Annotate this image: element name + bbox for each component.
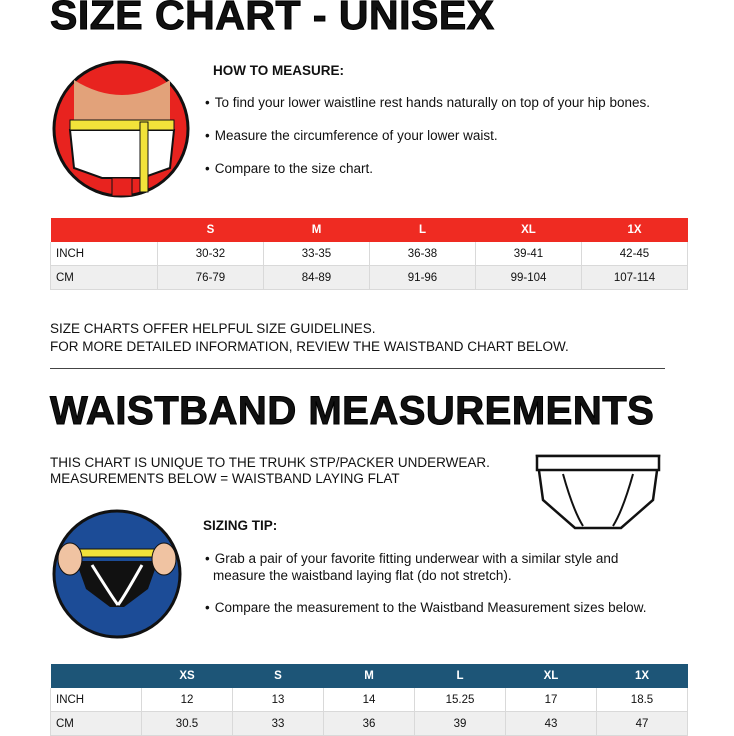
bullet: Measure the circumference of your lower …	[205, 128, 498, 143]
header-cell: XL	[505, 663, 597, 688]
header-cell	[50, 217, 158, 242]
section-title: WAISTBAND MEASUREMENTS	[49, 389, 655, 434]
row-label: INCH	[50, 241, 158, 266]
table-cell: 39	[414, 711, 506, 736]
bullet: Compare the measurement to the Waistband…	[205, 600, 647, 615]
table-row: INCH 30-32 33-35 36-38 39-41 42-45	[50, 241, 688, 266]
header-cell	[50, 663, 142, 688]
row-label: INCH	[50, 687, 142, 712]
section-heading: HOW TO MEASURE:	[213, 63, 344, 78]
table-row: INCH 12 13 14 15.25 17 18.5	[50, 687, 688, 712]
table-cell: 17	[505, 687, 597, 712]
note-line: FOR MORE DETAILED INFORMATION, REVIEW TH…	[50, 339, 569, 354]
header-cell: L	[414, 663, 506, 688]
header-cell: 1X	[581, 217, 688, 242]
table-cell: 36	[323, 711, 415, 736]
table-cell: 12	[141, 687, 233, 712]
table-cell: 47	[596, 711, 688, 736]
brief-illustration	[535, 454, 661, 530]
tip-illustration	[52, 509, 182, 639]
measure-illustration	[52, 60, 190, 198]
table-cell: 91-96	[369, 265, 476, 290]
table-cell: 76-79	[157, 265, 264, 290]
bullet: Compare to the size chart.	[205, 161, 373, 176]
table-cell: 33-35	[263, 241, 370, 266]
table-row: CM 30.5 33 36 39 43 47	[50, 711, 688, 736]
note-line: SIZE CHARTS OFFER HELPFUL SIZE GUIDELINE…	[50, 321, 376, 336]
table-cell: 84-89	[263, 265, 370, 290]
header-cell: M	[323, 663, 415, 688]
table-cell: 18.5	[596, 687, 688, 712]
intro-line: THIS CHART IS UNIQUE TO THE TRUHK STP/PA…	[50, 455, 490, 470]
table-cell: 13	[232, 687, 324, 712]
header-row: S M L XL 1X	[50, 217, 688, 242]
table-cell: 36-38	[369, 241, 476, 266]
header-cell: 1X	[596, 663, 688, 688]
table-cell: 39-41	[475, 241, 582, 266]
header-cell: XL	[475, 217, 582, 242]
table-cell: 42-45	[581, 241, 688, 266]
intro-line: MEASUREMENTS BELOW = WAISTBAND LAYING FL…	[50, 471, 400, 486]
size-table: S M L XL 1X INCH 30-32 33-35 36-38 39-41 42-45 CM 76…	[50, 217, 688, 290]
section-heading: SIZING TIP:	[203, 518, 278, 533]
divider	[50, 368, 665, 369]
waistband-table: XS S M L XL 1X INCH 12 13 14 15.25 17 18.5 CM 30.5 33 36…	[50, 663, 688, 736]
table-cell: 30-32	[157, 241, 264, 266]
bullet: Grab a pair of your favorite fitting und…	[205, 550, 653, 584]
table-row: CM 76-79 84-89 91-96 99-104 107-114	[50, 265, 688, 290]
table-cell: 15.25	[414, 687, 506, 712]
header-cell: S	[232, 663, 324, 688]
bullet: To find your lower waistline rest hands …	[205, 95, 650, 110]
table-cell: 30.5	[141, 711, 233, 736]
table-cell: 43	[505, 711, 597, 736]
page-title: SIZE CHART - UNISEX	[50, 0, 495, 39]
header-cell: XS	[141, 663, 233, 688]
row-label: CM	[50, 711, 142, 736]
header-cell: M	[263, 217, 370, 242]
table-cell: 107-114	[581, 265, 688, 290]
row-label: CM	[50, 265, 158, 290]
header-cell: S	[157, 217, 264, 242]
table-cell: 33	[232, 711, 324, 736]
header-cell: L	[369, 217, 476, 242]
table-cell: 14	[323, 687, 415, 712]
header-row: XS S M L XL 1X	[50, 663, 688, 688]
table-cell: 99-104	[475, 265, 582, 290]
